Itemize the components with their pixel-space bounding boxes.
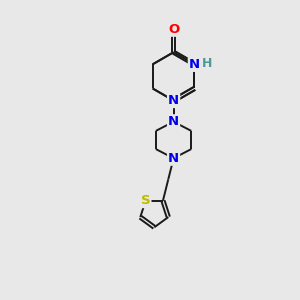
Text: N: N <box>168 94 179 107</box>
Text: N: N <box>168 115 179 128</box>
Text: S: S <box>141 194 151 207</box>
Text: N: N <box>168 152 179 165</box>
Text: H: H <box>202 57 212 70</box>
Text: N: N <box>189 58 200 71</box>
Text: O: O <box>168 23 179 36</box>
Text: N: N <box>168 94 179 107</box>
Text: N: N <box>189 58 200 71</box>
